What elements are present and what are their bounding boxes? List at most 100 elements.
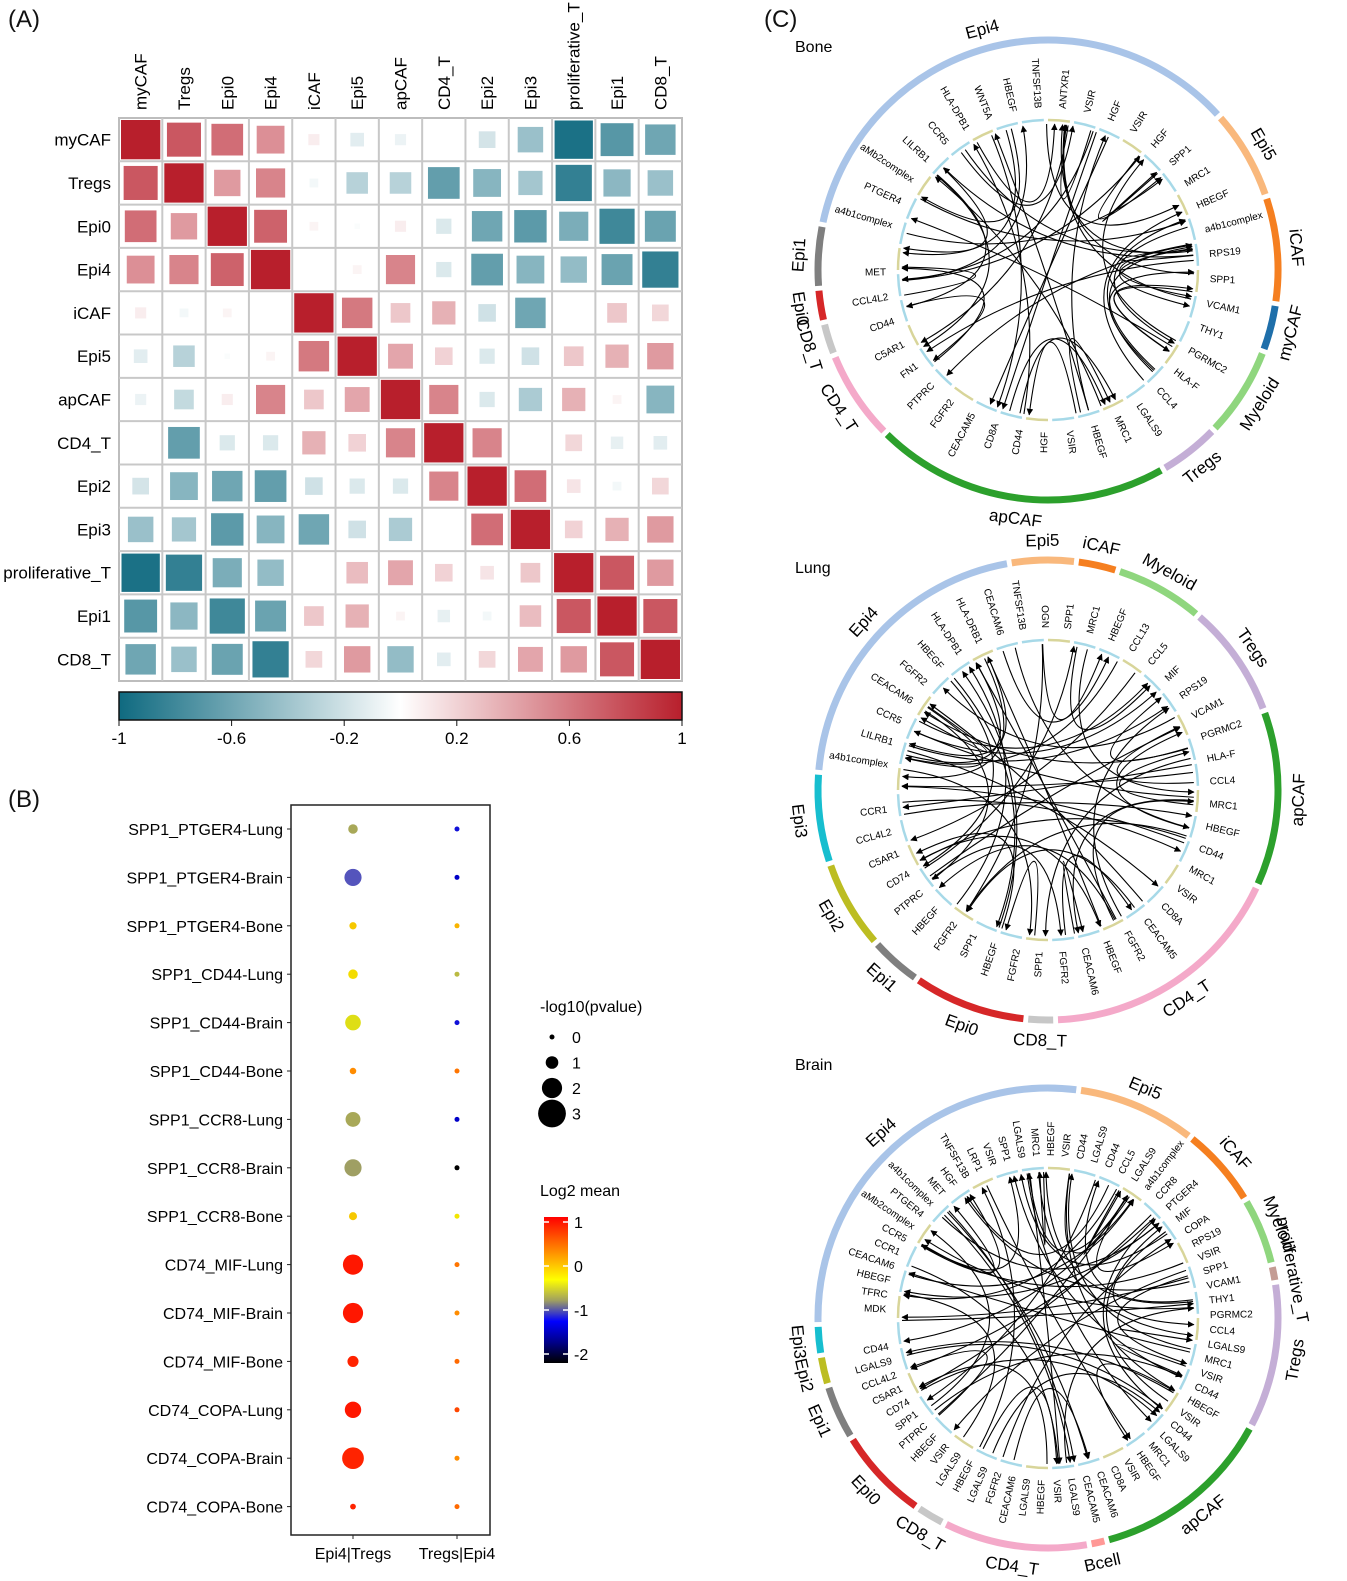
chord-link — [1078, 649, 1195, 796]
chord-link — [906, 662, 1001, 764]
inner-ring-segment — [899, 1347, 909, 1370]
gene-label: CD44 — [1075, 1133, 1091, 1161]
gene-label: CEACAM6 — [981, 587, 1006, 637]
heatmap-cell — [346, 561, 368, 584]
heatmap-cell — [164, 163, 204, 203]
chord-link — [1096, 1363, 1175, 1441]
heatmap-cell — [437, 609, 451, 623]
row-label: myCAF — [54, 131, 111, 150]
sector-arc — [814, 1326, 825, 1354]
gene-label: OGN — [1039, 605, 1050, 628]
row-label: Epi2 — [77, 477, 111, 496]
inner-ring-segment — [1122, 139, 1142, 154]
gene-label: VCAM1 — [1205, 299, 1241, 317]
chord-link — [910, 672, 1136, 842]
heatmap-cell — [211, 643, 243, 675]
heatmap-cell — [521, 347, 540, 365]
sector-label: apCAF — [1288, 773, 1309, 827]
inner-ring-segment — [896, 1295, 901, 1319]
heatmap-cell — [612, 481, 622, 491]
inner-ring-segment — [905, 1246, 918, 1268]
inner-ring-segment — [907, 1372, 920, 1394]
colorbar-tick-label: -1 — [111, 729, 126, 748]
gene-label: SPP1 — [1202, 1260, 1230, 1278]
panel-label-a: (A) — [8, 6, 40, 33]
inner-ring-segment — [1021, 1166, 1044, 1172]
sector-arc — [874, 942, 917, 981]
heatmap-cell — [309, 178, 319, 188]
dot — [454, 971, 460, 977]
dot — [454, 874, 460, 880]
heatmap-cell — [255, 600, 287, 632]
chord-link — [1120, 242, 1194, 262]
heatmap-cell — [349, 478, 365, 494]
sector-arc — [831, 356, 887, 434]
chord-link — [1001, 132, 1097, 410]
inner-ring-segment — [1178, 320, 1191, 342]
heatmap-cell — [298, 514, 330, 545]
chord-link — [934, 176, 1102, 407]
inner-ring-segment — [932, 1204, 950, 1223]
gene-label: HGF — [1149, 127, 1171, 150]
chord-link — [1116, 726, 1194, 784]
chord-link — [1042, 1171, 1194, 1304]
chord-link — [902, 167, 988, 253]
heatmap-cell — [643, 599, 678, 634]
inner-ring-segment — [917, 1224, 932, 1244]
chord-link — [1036, 1171, 1046, 1246]
inner-ring-segment — [1102, 1446, 1124, 1459]
inner-ring-segment — [1194, 243, 1200, 266]
chord-link — [906, 1343, 1164, 1409]
sector-arc — [1011, 556, 1075, 567]
inner-ring-segment — [896, 247, 901, 271]
gene-label: ANTXR1 — [1058, 68, 1073, 109]
gene-label: HGF — [1106, 99, 1124, 123]
inner-ring-segment — [1164, 344, 1179, 364]
inner-ring-segment — [1194, 1291, 1200, 1314]
heatmap-cell — [514, 470, 547, 502]
gene-label: MET — [865, 267, 886, 278]
inner-ring-segment — [972, 129, 994, 142]
chord-link — [1042, 644, 1103, 721]
size-legend-dot — [538, 1099, 566, 1128]
heatmap-cell — [174, 389, 194, 410]
chord-link — [1113, 226, 1188, 344]
heatmap-cell — [427, 167, 460, 199]
dot — [454, 1116, 460, 1122]
gene-label: LILRB1 — [900, 135, 932, 166]
heatmap-cell — [224, 353, 231, 359]
inner-ring-segment — [1102, 398, 1124, 411]
heatmap-cell — [471, 211, 503, 242]
inner-ring-segment — [934, 888, 953, 906]
inner-ring-segment — [905, 198, 918, 220]
chord-link — [1068, 338, 1111, 413]
x-axis-label: Tregs|Epi4 — [419, 1546, 496, 1563]
gene-label: VSIR — [1174, 884, 1199, 907]
gene-label: LGALS9 — [1065, 1478, 1081, 1517]
sector-label: apCAF — [1176, 1491, 1229, 1539]
gene-label: CD44 — [1011, 428, 1026, 456]
chord-link — [1105, 1226, 1169, 1402]
inner-ring-segment — [950, 661, 971, 677]
heatmap-cell — [600, 642, 635, 677]
size-legend-label: 2 — [572, 1081, 581, 1098]
gene-label: HBEGF — [1100, 939, 1123, 975]
gene-label: CD8A — [1158, 901, 1185, 928]
gene-label: HBEGF — [855, 1268, 891, 1287]
chord-link — [1102, 159, 1177, 342]
chord-link — [976, 123, 1058, 203]
chord-link — [992, 1373, 1161, 1454]
heatmap-cell — [472, 428, 502, 458]
color-legend-label: -2 — [574, 1347, 588, 1364]
inner-ring-segment — [1161, 692, 1177, 713]
heatmap-cell — [132, 477, 149, 495]
inner-ring-segment — [1047, 638, 1071, 643]
sector-label: Epi0 — [942, 1010, 980, 1040]
y-axis-label: CD74_COPA-Brain — [146, 1451, 283, 1468]
chord-link — [1113, 284, 1194, 352]
inner-ring-segment — [1161, 172, 1177, 193]
colorbar-tick-label: -0.6 — [217, 729, 246, 748]
inner-ring-segment — [1187, 738, 1197, 761]
inner-ring-segment — [1164, 1392, 1179, 1412]
